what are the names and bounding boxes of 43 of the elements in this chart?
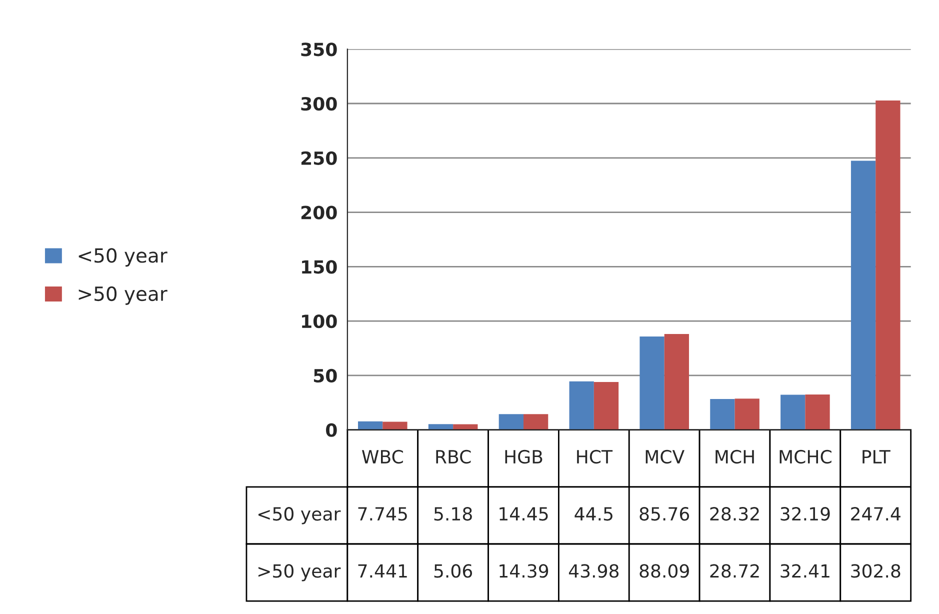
- y-tick-label: 100: [302, 314, 337, 328]
- data-label: 32.19: [780, 507, 830, 521]
- data-label: 5.06: [434, 564, 472, 578]
- data-label: 14.45: [500, 507, 548, 521]
- y-tick-label: 50: [314, 368, 337, 383]
- data-label: 44.5: [574, 507, 612, 521]
- data-label: 7.441: [358, 564, 407, 578]
- x-tick-label: HGB: [505, 450, 542, 464]
- bar: [710, 399, 735, 430]
- text: <50 year: [258, 507, 341, 524]
- x-tick-label: MCV: [646, 450, 684, 464]
- data-label: 7.745: [358, 507, 407, 521]
- text: >50 year: [258, 564, 341, 582]
- y-tick-label: 350: [301, 42, 337, 56]
- bar: [780, 394, 806, 430]
- data-label: 302.8: [851, 564, 900, 578]
- x-tick-label: PLT: [862, 450, 890, 464]
- data-label: 14.39: [500, 564, 548, 578]
- bar: [382, 422, 408, 430]
- x-tick-label: HCT: [577, 450, 613, 464]
- data-label: 88.09: [640, 564, 689, 578]
- y-tick-label: 0: [326, 423, 337, 437]
- bar: [523, 414, 548, 430]
- data-label: 28.32: [710, 507, 759, 521]
- y-tick-label: 250: [301, 151, 337, 165]
- x-tick-label: MCHC: [780, 450, 832, 464]
- x-tick-label: MCH: [716, 450, 754, 464]
- data-label: 85.76: [640, 507, 690, 521]
- bar: [734, 398, 760, 430]
- y-tick-label: 150: [302, 260, 337, 274]
- bar: [498, 414, 524, 430]
- data-label: 43.98: [568, 564, 619, 578]
- legend-label: >50 year: [78, 286, 168, 305]
- data-label: 247.4: [851, 507, 900, 520]
- data-label: 5.18: [434, 507, 472, 521]
- y-tick-label: 200: [301, 206, 337, 220]
- x-tick-label: WBC: [362, 450, 403, 464]
- legend-label: <50 year: [78, 248, 168, 267]
- x-tick-label: RBC: [436, 450, 471, 464]
- y-tick-label: 300: [301, 96, 337, 111]
- data-label: 32.41: [780, 564, 830, 578]
- bar: [805, 394, 830, 430]
- data-label: 28.72: [710, 564, 759, 578]
